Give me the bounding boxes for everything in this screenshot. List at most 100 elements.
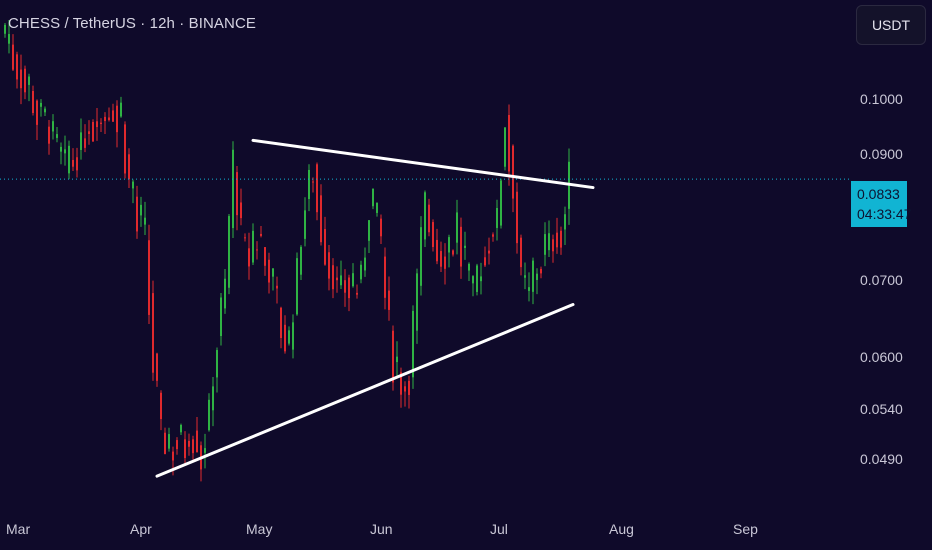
candle-down [12, 44, 14, 70]
last-price-badge: 0.0833 04:33:47 [851, 181, 912, 227]
candle-down [100, 122, 102, 125]
currency-button[interactable]: USDT [856, 5, 926, 45]
candle-down [136, 196, 138, 232]
candle-down [172, 451, 174, 461]
candle-down [540, 268, 542, 274]
price-tick: 0.0490 [860, 451, 903, 467]
candle-down [244, 237, 246, 239]
candle-up [60, 146, 62, 152]
candle-up [220, 297, 222, 337]
price-tick: 0.0600 [860, 349, 903, 365]
candle-down [152, 293, 154, 373]
candle-up [52, 121, 54, 132]
candle-up [424, 192, 426, 240]
candle-up [536, 273, 538, 280]
candle-down [96, 121, 98, 128]
candle-down [164, 432, 166, 454]
candle-down [324, 229, 326, 265]
candle-down [188, 440, 190, 447]
symbol-title: CHESS / TetherUS · 12h · BINANCE [8, 15, 257, 32]
candle-down [48, 126, 50, 144]
candle-up [544, 234, 546, 255]
bar-countdown: 04:33:47 [857, 206, 912, 222]
candle-down [488, 250, 490, 254]
candle-down [16, 54, 18, 80]
candle-down [160, 392, 162, 420]
candle-up [216, 350, 218, 378]
candle-up [420, 227, 422, 286]
candle-up [180, 424, 182, 433]
candle-up [224, 278, 226, 309]
candle-up [448, 237, 450, 253]
candle-up [228, 216, 230, 288]
time-tick: Jun [370, 521, 393, 537]
candle-up [140, 204, 142, 216]
candle-down [192, 439, 194, 454]
candle-up [564, 214, 566, 230]
candle-up [296, 258, 298, 315]
time-tick: Jul [490, 521, 508, 537]
candle-up [464, 245, 466, 248]
candle-up [64, 149, 66, 154]
candle-up [272, 268, 274, 277]
candle-down [556, 232, 558, 248]
candle-up [396, 356, 398, 363]
candle-down [240, 202, 242, 219]
candle-up [292, 322, 294, 350]
candle-down [148, 240, 150, 315]
candle-up [372, 188, 374, 207]
candle-up [168, 434, 170, 449]
candle-down [320, 195, 322, 243]
candle-down [36, 100, 38, 125]
candle-down [432, 222, 434, 247]
candle-down [284, 324, 286, 352]
candle-up [120, 102, 122, 117]
candle-down [196, 430, 198, 453]
time-tick: May [246, 521, 273, 537]
candle-up [376, 202, 378, 213]
price-tick: 0.0700 [860, 272, 903, 288]
candle-down [104, 116, 106, 122]
candles-layer [4, 19, 570, 482]
candle-down [176, 440, 178, 450]
candle-down [316, 164, 318, 213]
candle-up [456, 212, 458, 243]
candle-down [388, 290, 390, 310]
candle-down [484, 257, 486, 266]
candle-down [560, 230, 562, 248]
candle-down [256, 249, 258, 251]
candle-up [68, 145, 70, 174]
candle-up [364, 257, 366, 271]
candle-down [492, 234, 494, 237]
candle-down [76, 157, 78, 171]
candle-up [8, 34, 10, 44]
candle-up [496, 207, 498, 228]
candle-down [436, 239, 438, 262]
candle-up [40, 102, 42, 107]
candle-down [92, 122, 94, 142]
candle-down [328, 252, 330, 279]
candle-down [380, 218, 382, 237]
candle-up [504, 127, 506, 167]
candle-down [32, 90, 34, 114]
candle-up [300, 246, 302, 275]
candle-down [184, 439, 186, 459]
candle-down [280, 307, 282, 339]
trendlines-layer[interactable] [155, 138, 595, 478]
candle-up [252, 230, 254, 263]
candle-up [548, 233, 550, 251]
price-tick: 0.1000 [860, 91, 903, 107]
candle-down [156, 353, 158, 381]
trendline-upper[interactable] [251, 138, 595, 190]
trendline-lower[interactable] [155, 303, 575, 478]
candle-up [368, 220, 370, 241]
time-tick: Apr [130, 521, 152, 537]
candle-down [392, 330, 394, 383]
candle-down [400, 372, 402, 395]
candle-down [408, 380, 410, 395]
candle-up [532, 260, 534, 292]
candle-up [340, 275, 342, 286]
candle-down [516, 191, 518, 244]
candle-up [524, 275, 526, 278]
